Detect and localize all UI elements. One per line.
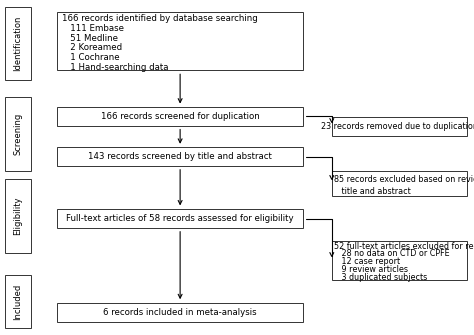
Bar [5, 97, 31, 171]
Text: 12 case report: 12 case report [334, 257, 401, 266]
Text: 166 records identified by database searching: 166 records identified by database searc… [62, 14, 257, 23]
Bar [57, 107, 303, 126]
Text: 2 Koreamed: 2 Koreamed [62, 43, 122, 52]
Text: 1 Hand-searching data: 1 Hand-searching data [62, 63, 168, 72]
Text: 3 duplicated subjects: 3 duplicated subjects [334, 273, 428, 281]
Text: 51 Medline: 51 Medline [62, 34, 118, 43]
Bar [57, 209, 303, 228]
Text: Included: Included [13, 283, 22, 320]
Text: 23 records removed due to duplication: 23 records removed due to duplication [321, 122, 474, 131]
Text: 9 review articles: 9 review articles [334, 265, 408, 274]
Bar [332, 241, 467, 280]
Bar [332, 171, 467, 196]
Text: 28 no data on CTD or CPFE: 28 no data on CTD or CPFE [334, 250, 450, 258]
Bar [57, 303, 303, 322]
Bar [57, 12, 303, 70]
Text: Full-text articles of 58 records assessed for eligibility: Full-text articles of 58 records assesse… [66, 214, 294, 223]
Text: Eligibility: Eligibility [13, 197, 22, 235]
Text: Identification: Identification [13, 16, 22, 71]
Text: 143 records screened by title and abstract: 143 records screened by title and abstra… [88, 152, 272, 161]
Bar [57, 147, 303, 166]
Text: 85 records excluded based on review  of: 85 records excluded based on review of [334, 175, 474, 184]
Text: 52 full-text articles excluded for reasons: 52 full-text articles excluded for reaso… [334, 242, 474, 251]
Text: 1 Cochrane: 1 Cochrane [62, 53, 119, 62]
Text: 6 records included in meta-analysis: 6 records included in meta-analysis [103, 308, 257, 317]
Bar [5, 179, 31, 253]
Bar [5, 275, 31, 328]
Text: 111 Embase: 111 Embase [62, 24, 124, 33]
Bar [332, 117, 467, 136]
Text: title and abstract: title and abstract [334, 187, 411, 196]
Text: 166 records screened for duplication: 166 records screened for duplication [101, 112, 259, 121]
Text: Screening: Screening [13, 113, 22, 155]
Bar [5, 7, 31, 80]
